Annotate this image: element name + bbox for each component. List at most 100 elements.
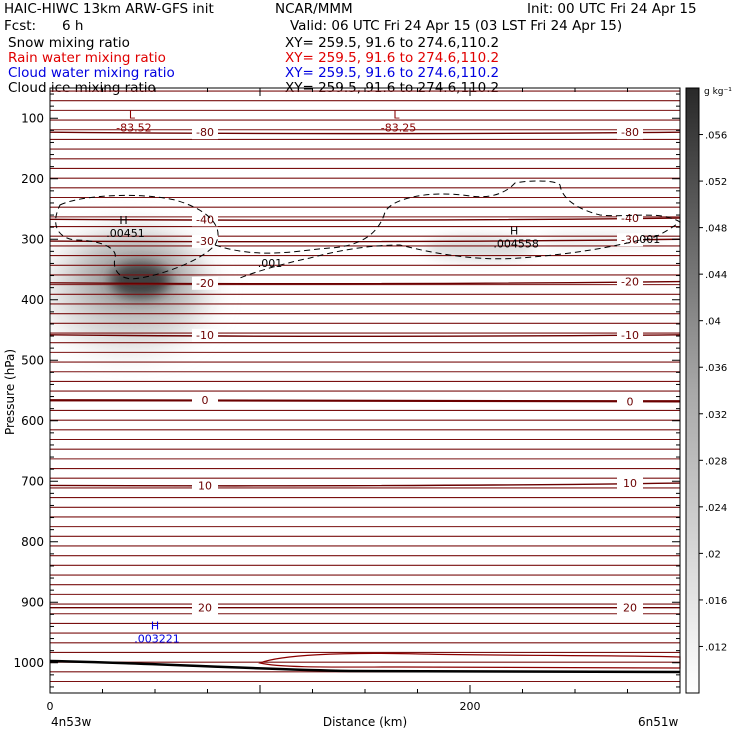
- x-axis-left-end: 4n53w: [51, 715, 92, 729]
- extrema-kind: L: [129, 108, 136, 121]
- temp-contour: [49, 334, 681, 338]
- temp-contour-label: -10: [196, 329, 214, 342]
- extrema-kind: H: [151, 620, 159, 633]
- temp-contour-label-bg: [192, 479, 218, 493]
- field-rain-name: Rain water mixing ratio: [8, 50, 166, 66]
- y-tick-label: 600: [21, 414, 44, 428]
- plot-frame: [49, 87, 681, 694]
- colorbar-unit: g kg⁻¹: [704, 87, 732, 97]
- colorbar-label: .04: [705, 317, 721, 328]
- field-snow-xy: XY= 259.5, 91.6 to 274.6,110.2: [285, 35, 500, 51]
- temp-contour: [49, 238, 681, 243]
- cloud-ice-contour-label-right: .001: [636, 233, 661, 246]
- colorbar-label: .02: [705, 549, 721, 560]
- colorbar-label: .048: [705, 224, 727, 235]
- extrema-value: -83.52: [116, 121, 151, 134]
- colorbar-label: .036: [705, 363, 727, 374]
- y-tick-label: 100: [21, 111, 44, 125]
- field-snow-name: Snow mixing ratio: [8, 35, 130, 51]
- colorbar-label: .032: [705, 410, 727, 421]
- colorbar-label: .028: [705, 456, 727, 467]
- x-axis: 0 200: [47, 88, 681, 713]
- temp-contour-label-bg: [192, 601, 218, 615]
- temp-contour-label-bg: [192, 394, 218, 408]
- y-tick-label: 400: [21, 293, 44, 307]
- colorbar-label: .056: [705, 131, 727, 142]
- temp-contour-label-bg: [617, 395, 643, 409]
- temp-contour: [49, 280, 681, 285]
- field-rain-xy: XY= 259.5, 91.6 to 274.6,110.2: [285, 50, 500, 66]
- y-axis-label: Pressure (hPa): [3, 349, 17, 435]
- temp-contour-label: -80: [196, 126, 214, 139]
- extrema-kind: H: [510, 224, 518, 237]
- cloud-ice-contour-left: [55, 194, 219, 280]
- colorbar-label: .052: [705, 177, 727, 188]
- y-tick-label: 700: [21, 474, 44, 488]
- temp-contour-label: -80: [621, 126, 639, 139]
- temp-contour: [49, 217, 681, 221]
- x-axis-right-end: 6n51w: [638, 715, 679, 729]
- temp-contour-label-bg: [617, 126, 643, 140]
- colorbar-label: .012: [705, 642, 727, 653]
- org-label: NCAR/MMM: [275, 1, 353, 17]
- x-axis-label: Distance (km): [323, 715, 407, 729]
- temp-contour-label: -40: [196, 213, 214, 226]
- colorbar-label: .044: [705, 270, 727, 281]
- y-tick-label: 200: [21, 172, 44, 186]
- valid-time: Valid: 06 UTC Fri 24 Apr 15 (03 LST Fri …: [290, 18, 623, 34]
- x-tick-label: 200: [460, 700, 481, 713]
- field-cloudwater-name: Cloud water mixing ratio: [8, 65, 175, 81]
- temp-contour-label-bg: [192, 235, 218, 249]
- extrema-value: .003221: [134, 633, 180, 646]
- temp-contour-label-bg: [617, 233, 643, 247]
- temp-contour-label: 20: [198, 602, 212, 615]
- extrema-kind: H: [119, 214, 127, 227]
- temp-contour-label-bg: [192, 126, 218, 140]
- near-surface-temp-contour: [258, 652, 681, 669]
- temp-contour-label: 20: [623, 602, 637, 615]
- x-tick-label: 0: [47, 700, 54, 713]
- temp-contour-label-bg: [617, 275, 643, 289]
- extrema-kind: L: [393, 108, 400, 121]
- y-tick-label: 900: [21, 595, 44, 609]
- temp-contour-label-bg: [192, 276, 218, 290]
- snow-mixing-ratio-shading: [50, 230, 660, 350]
- temp-contour-label: 10: [198, 479, 212, 492]
- temp-contour-label: 10: [623, 477, 637, 490]
- temp-contour-label-bg: [617, 477, 643, 491]
- temp-contour-label: -40: [621, 212, 639, 225]
- pressure-isolines: [50, 90, 680, 683]
- extrema-value: -83.25: [381, 121, 416, 134]
- y-tick-label: 800: [21, 535, 44, 549]
- temp-contour-label: -20: [196, 277, 214, 290]
- cloud-ice-contour-right: [214, 180, 681, 279]
- temp-contour-label: 0: [627, 395, 634, 408]
- snow-shading-right: [425, 236, 535, 260]
- temp-contour-label: -30: [196, 235, 214, 248]
- fcst-value: 6 h: [62, 18, 84, 34]
- colorbar: [685, 87, 700, 694]
- colorbar-label: .016: [705, 596, 727, 607]
- fcst-label: Fcst:: [4, 18, 37, 34]
- colorbar-ticks: .012 .016 .02 .024 .028 .032 .036 .04 .044 .048 .0…: [699, 131, 727, 653]
- y-tick-label: 1000: [13, 656, 44, 670]
- extrema-value: .004558: [493, 237, 539, 250]
- temp-contour: [49, 399, 681, 403]
- ground-surface-line: [49, 659, 681, 674]
- temp-contour-label: -20: [621, 276, 639, 289]
- colorbar-label: .024: [705, 503, 727, 514]
- temp-contour-label-bg: [192, 213, 218, 227]
- cloud-ice-contour-label-left: .001: [258, 257, 283, 270]
- extrema-value: .00451: [106, 227, 145, 240]
- temp-contour: [49, 131, 681, 135]
- temp-contour-label: -10: [621, 329, 639, 342]
- y-tick-label: 300: [21, 232, 44, 246]
- field-cloudwater-xy: XY= 259.5, 91.6 to 274.6,110.2: [285, 65, 500, 81]
- model-title: HAIC-HIWC 13km ARW-GFS init: [4, 1, 214, 17]
- snow-shading-core: [110, 262, 170, 298]
- temp-contour-label-bg: [192, 328, 218, 342]
